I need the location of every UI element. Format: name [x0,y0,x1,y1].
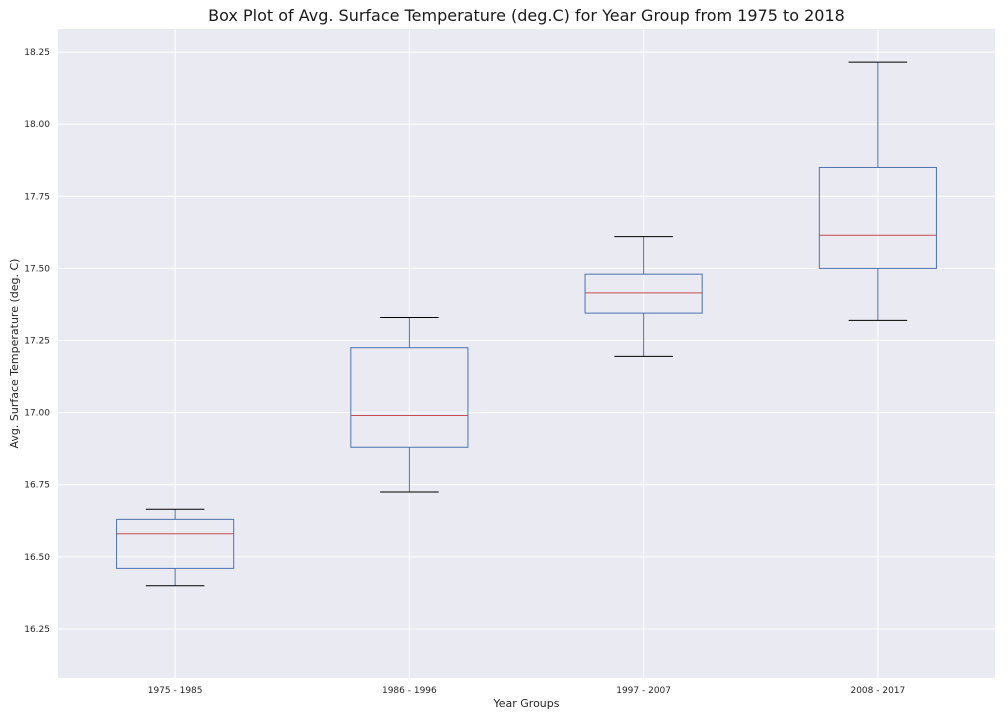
x-axis-label: Year Groups [492,697,559,710]
box-group [584,236,703,357]
y-tick-label: 17.50 [24,264,50,274]
box-iqr [818,166,937,269]
box-iqr [584,273,703,314]
y-tick-label: 17.75 [24,192,50,202]
box-group [116,508,235,587]
x-tick-label: 2008 - 2017 [850,686,905,696]
box-iqr [116,518,235,569]
y-tick-label: 17.00 [24,409,50,419]
tick-labels: 16.25 16.50 16.75 17.00 17.25 17.50 17.75 18.00… [24,48,905,696]
boxes [116,61,937,587]
y-tick-label: 16.25 [24,625,50,635]
box-group [350,316,469,493]
x-tick-label: 1986 - 1996 [382,686,437,696]
chart-title: Box Plot of Avg. Surface Temperature (de… [208,6,845,25]
y-axis-label: Avg. Surface Temperature (deg. C) [8,259,21,449]
x-tick-label: 1997 - 2007 [616,686,671,696]
y-tick-label: 16.50 [24,553,50,563]
y-tick-label: 18.00 [24,120,50,130]
box-group [818,61,937,321]
plot-area [58,29,995,678]
x-tick-label: 1975 - 1985 [148,686,203,696]
y-tick-label: 18.25 [24,48,50,58]
y-tick-label: 16.75 [24,481,50,491]
y-tick-label: 17.25 [24,337,50,347]
box-iqr [350,347,469,448]
